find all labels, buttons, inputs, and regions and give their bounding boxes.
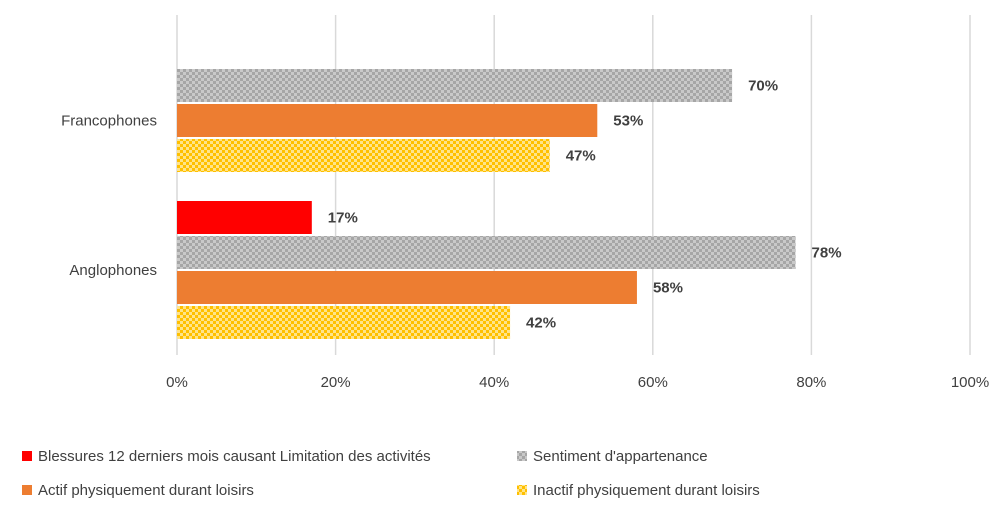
data-label: 47% bbox=[566, 148, 596, 165]
legend-swatch bbox=[22, 485, 32, 495]
bar-anglophones-series-3 bbox=[177, 306, 511, 339]
legend: Blessures 12 derniers mois causant Limit… bbox=[22, 448, 760, 499]
data-label: 70% bbox=[748, 78, 778, 95]
x-tick-label: 40% bbox=[479, 374, 509, 391]
legend-swatch bbox=[517, 485, 527, 495]
category-label-anglophones: Anglophones bbox=[69, 262, 157, 279]
bar-anglophones-series-0 bbox=[177, 201, 312, 234]
data-label: 58% bbox=[653, 280, 683, 297]
data-label: 53% bbox=[613, 113, 643, 130]
x-tick-label: 20% bbox=[321, 374, 351, 391]
data-label: 78% bbox=[812, 245, 842, 262]
legend-label: Blessures 12 derniers mois causant Limit… bbox=[38, 448, 431, 465]
legend-swatch bbox=[22, 451, 32, 461]
x-tick-labels: 0% 20% 40% 60% 80% 100% bbox=[166, 374, 989, 391]
legend-label: Inactif physiquement durant loisirs bbox=[533, 482, 760, 499]
x-tick-label: 80% bbox=[796, 374, 826, 391]
data-labels: 70% 53% 47% 17% 78% 58% 42% bbox=[328, 78, 842, 332]
bar-francophones-series-3 bbox=[177, 139, 550, 172]
bar-francophones-series-1 bbox=[177, 69, 733, 102]
x-tick-label: 60% bbox=[638, 374, 668, 391]
bar-anglophones-series-2 bbox=[177, 271, 637, 304]
legend-swatch bbox=[517, 451, 527, 461]
bar-anglophones-series-1 bbox=[177, 236, 796, 269]
legend-label: Actif physiquement durant loisirs bbox=[38, 482, 254, 499]
x-tick-label: 0% bbox=[166, 374, 188, 391]
legend-label: Sentiment d'appartenance bbox=[533, 448, 708, 465]
x-tick-label: 100% bbox=[951, 374, 989, 391]
bar-francophones-series-2 bbox=[177, 104, 598, 137]
bars bbox=[177, 69, 796, 339]
category-label-francophones: Francophones bbox=[61, 113, 157, 130]
category-labels: Francophones Anglophones bbox=[61, 113, 157, 280]
data-label: 42% bbox=[526, 315, 556, 332]
data-label: 17% bbox=[328, 210, 358, 227]
